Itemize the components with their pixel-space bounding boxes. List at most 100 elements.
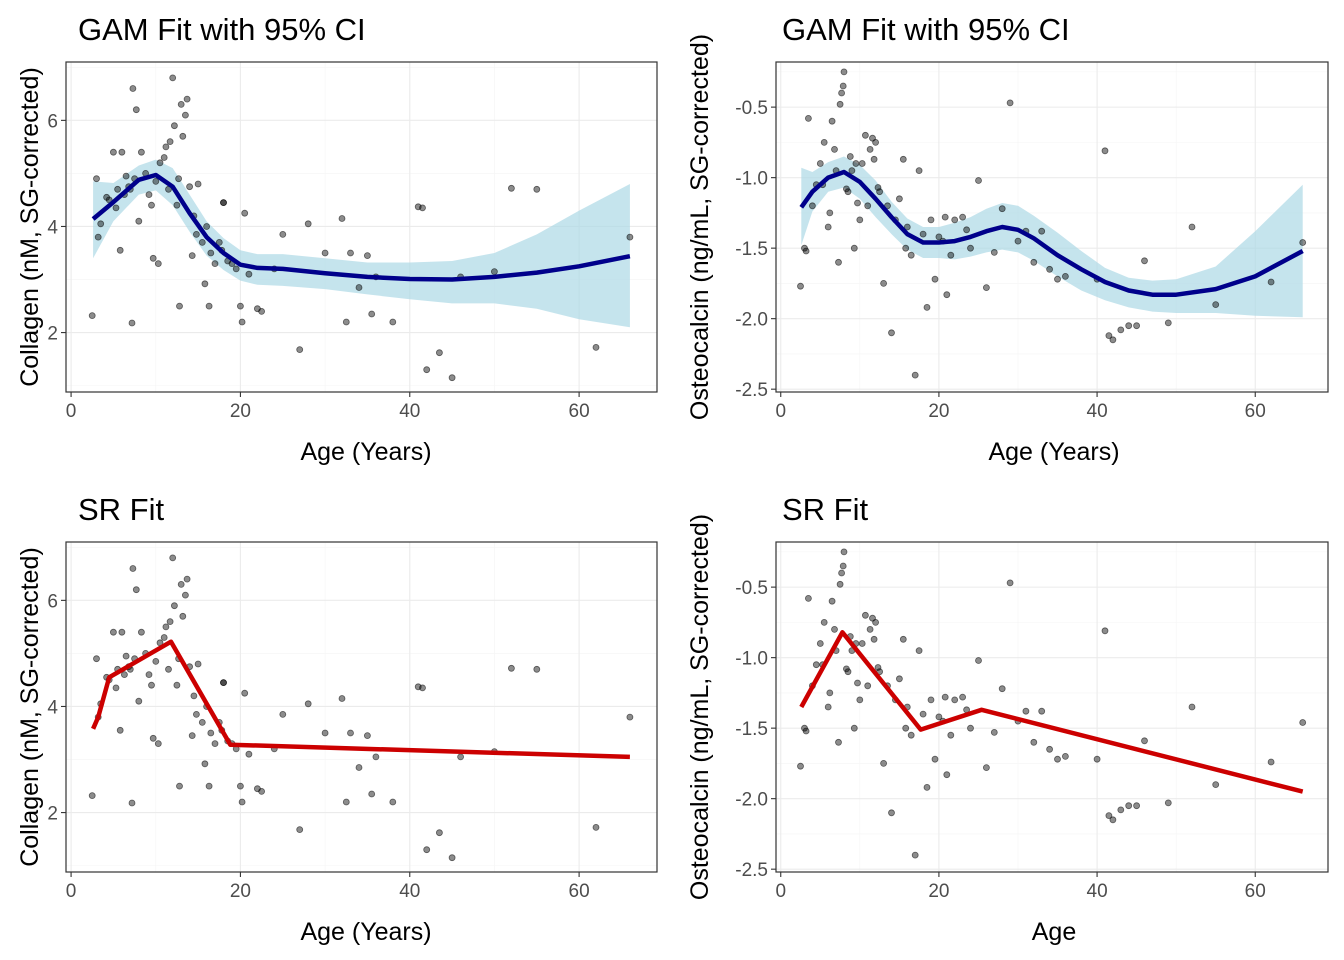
data-point — [1105, 332, 1113, 340]
data-point — [840, 548, 848, 556]
y-axis-label: Collagen (nM, SG-corrected) — [16, 547, 44, 867]
data-point — [181, 591, 189, 599]
data-point — [201, 760, 209, 768]
data-point — [896, 195, 903, 203]
data-point — [835, 258, 842, 266]
data-point — [1267, 758, 1275, 766]
data-point — [148, 681, 155, 689]
data-point — [990, 729, 998, 736]
data-point — [238, 798, 246, 806]
y-tick-label: -0.5 — [735, 98, 768, 119]
y-tick-label: -2.5 — [735, 380, 768, 401]
data-point — [862, 131, 869, 139]
data-point — [902, 724, 910, 732]
data-point — [626, 233, 634, 241]
y-tick-label: -2.0 — [735, 790, 768, 811]
data-point — [880, 760, 887, 767]
data-point — [135, 697, 143, 705]
data-point — [941, 693, 949, 701]
data-point — [122, 172, 130, 180]
data-point — [943, 291, 951, 299]
data-point — [296, 346, 304, 354]
data-point — [1299, 719, 1307, 726]
data-point — [951, 696, 959, 704]
data-point — [198, 719, 206, 726]
data-point — [156, 159, 164, 167]
data-point — [389, 798, 397, 806]
data-point — [1299, 239, 1307, 246]
data-point — [241, 689, 249, 697]
data-point — [173, 201, 181, 209]
data-point — [118, 628, 126, 636]
data-point — [1030, 258, 1038, 266]
confidence-band — [93, 159, 630, 328]
plot-background — [776, 542, 1328, 872]
data-point — [1105, 812, 1113, 819]
y-tick-label: 6 — [47, 111, 58, 132]
data-point — [816, 160, 824, 167]
data-point — [915, 647, 923, 654]
data-point — [1212, 301, 1220, 309]
data-point — [838, 569, 845, 577]
y-tick-label: 2 — [47, 804, 58, 825]
data-point — [258, 307, 266, 315]
data-point — [183, 95, 191, 103]
panel-sr-collagen: SR Fit 0 20 40 60 2 4 6 Age (Years) Collagen (… — [16, 492, 658, 946]
data-point — [858, 160, 866, 167]
data-point — [880, 279, 887, 287]
data-point — [864, 682, 872, 690]
data-point — [835, 738, 842, 746]
data-point — [802, 727, 810, 735]
data-point — [967, 724, 974, 732]
data-point — [844, 668, 852, 676]
data-point — [194, 660, 202, 668]
x-axis-label: Age (Years) — [988, 438, 1119, 466]
data-point — [951, 216, 959, 224]
data-point — [805, 115, 812, 122]
data-point — [820, 138, 828, 146]
data-point — [820, 619, 828, 626]
data-point — [828, 117, 836, 125]
data-point — [198, 238, 206, 246]
data-point — [983, 764, 990, 771]
data-point — [844, 188, 852, 196]
data-point — [1062, 272, 1069, 280]
data-point — [1022, 707, 1030, 715]
data-point — [1133, 322, 1140, 330]
panel-border — [775, 541, 1329, 873]
data-point — [1046, 265, 1053, 273]
data-point — [1054, 755, 1061, 763]
data-point — [203, 223, 211, 230]
x-tick-label: 20 — [928, 881, 949, 902]
data-point — [152, 658, 160, 665]
y-tick-label: -2.0 — [735, 310, 768, 331]
y-tick-label: -1.5 — [735, 719, 768, 740]
data-point — [507, 184, 515, 192]
data-point — [874, 664, 882, 671]
data-point — [927, 216, 935, 224]
data-point — [1006, 99, 1014, 107]
data-point — [862, 611, 869, 619]
data-point — [321, 729, 329, 737]
x-tick-label: 20 — [928, 401, 949, 422]
data-point — [241, 209, 249, 217]
data-point — [88, 792, 96, 799]
data-point — [129, 565, 137, 572]
data-point — [872, 138, 879, 146]
panel-sr-osteocalcin: SR Fit 0 20 40 60 -0.5 -1.0 -1.5 -2.0 -2.5 Age O… — [686, 492, 1329, 946]
data-point — [194, 180, 202, 188]
data-point — [166, 138, 174, 146]
data-point — [355, 764, 363, 771]
data-point — [1267, 278, 1275, 286]
fit-line — [799, 630, 1304, 794]
data-point — [990, 248, 998, 256]
data-point — [152, 177, 160, 185]
data-point — [188, 252, 196, 260]
data-point — [797, 282, 804, 290]
data-point — [188, 732, 196, 739]
data-point — [132, 586, 140, 594]
x-axis-label: Age (Years) — [300, 918, 431, 946]
plot-area: 0 20 40 60 2 4 6 — [47, 541, 658, 902]
data-point — [232, 265, 240, 273]
data-point — [207, 249, 215, 257]
